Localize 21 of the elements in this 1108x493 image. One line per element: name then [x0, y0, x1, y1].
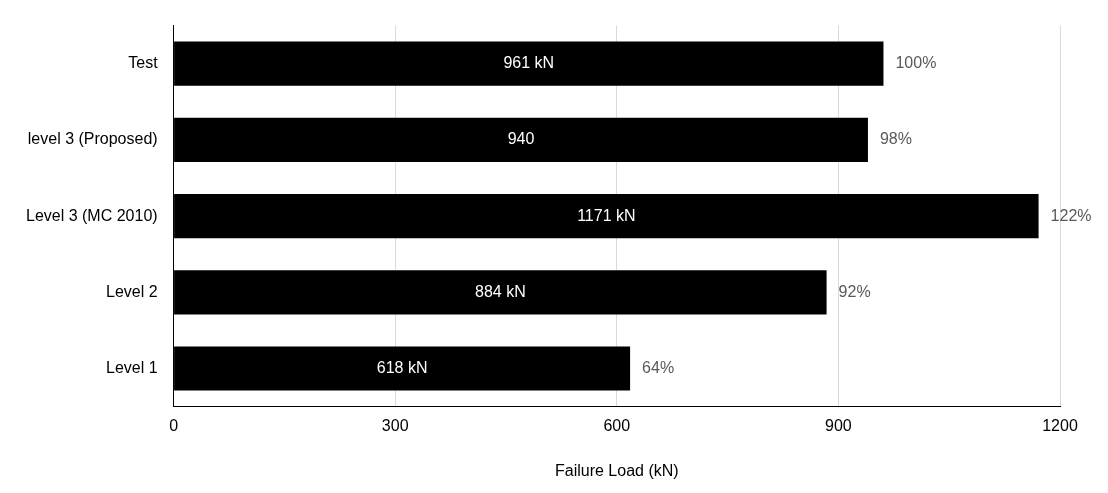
annotation: 64% — [642, 358, 675, 376]
annotation: 92% — [838, 282, 871, 300]
annotation: 98% — [879, 130, 912, 148]
x-tick-label: 900 — [825, 416, 852, 434]
y-tick-label: level 3 (Proposed) — [27, 130, 158, 148]
data-label: 618 kN — [376, 358, 428, 376]
data-label: 961 kN — [503, 54, 555, 72]
data-label: 1171 kN — [577, 206, 636, 224]
y-tick-label: Level 2 — [106, 282, 158, 300]
annotation: 122% — [1050, 206, 1092, 224]
y-tick-label: Test — [128, 54, 159, 72]
data-label: 884 kN — [475, 282, 526, 300]
y-tick-label: Level 3 (MC 2010) — [25, 206, 158, 224]
x-tick-label: 600 — [603, 416, 631, 434]
x-tick-label: 300 — [381, 416, 409, 434]
annotation: 100% — [895, 54, 937, 72]
x-tick-label: 0 — [169, 416, 179, 434]
y-tick-label: Level 1 — [106, 358, 158, 376]
data-label: 940 — [507, 130, 535, 148]
x-tick-label: 1200 — [1042, 416, 1078, 434]
x-axis-title: Failure Load (kN) — [555, 461, 679, 479]
